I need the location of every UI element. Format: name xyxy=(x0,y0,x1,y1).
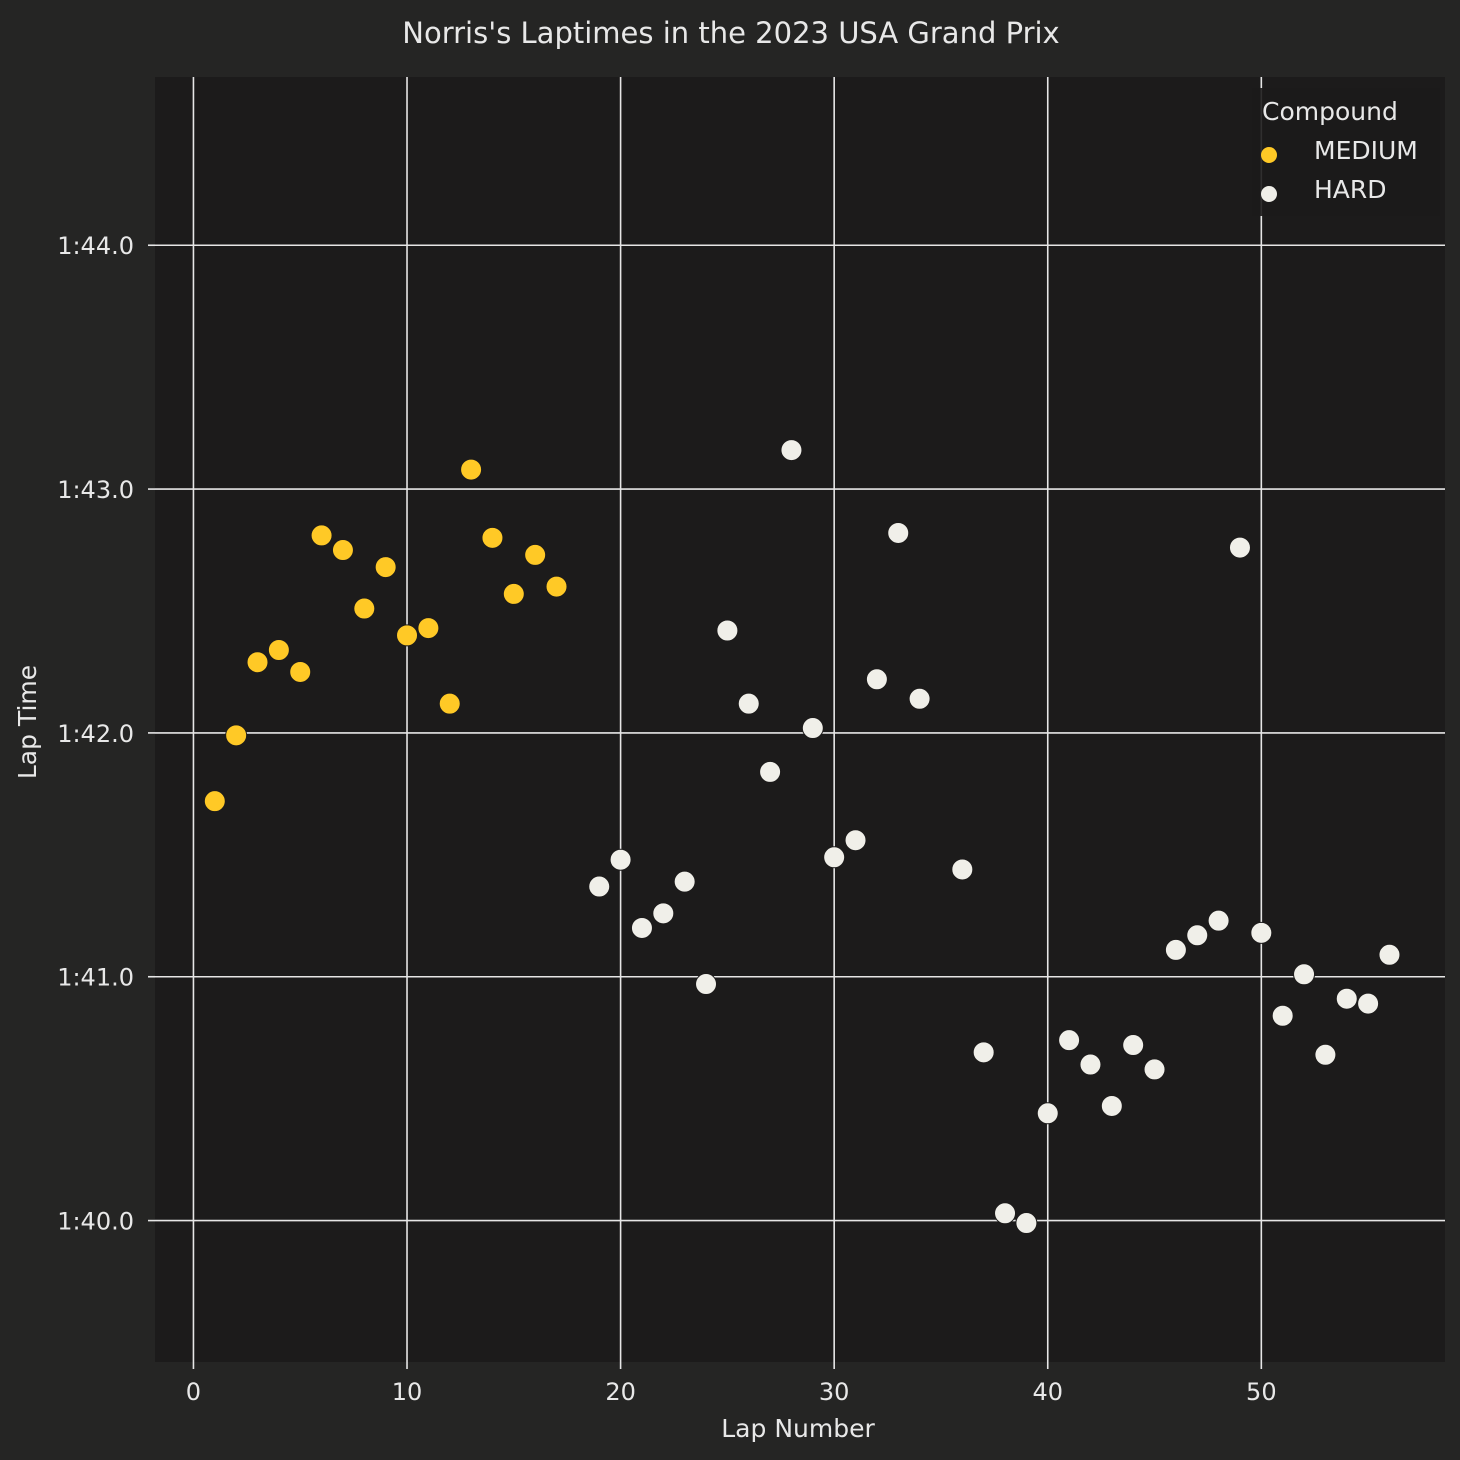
data-point-hard xyxy=(1186,924,1209,947)
data-point-medium xyxy=(502,582,525,605)
legend: Compound MEDIUM HARD xyxy=(1252,88,1440,216)
data-point-hard xyxy=(1079,1053,1102,1076)
x-axis-label: Lap Number xyxy=(721,1414,875,1443)
data-point-hard xyxy=(801,717,824,740)
data-point-hard xyxy=(951,858,974,881)
data-point-hard xyxy=(609,848,632,871)
data-point-medium xyxy=(374,556,397,579)
data-point-hard xyxy=(1036,1102,1059,1125)
data-point-medium xyxy=(524,543,547,566)
y-axis-label: Lap Time xyxy=(13,665,42,779)
data-point-hard xyxy=(673,870,696,893)
data-point-hard xyxy=(1015,1212,1038,1235)
data-point-hard xyxy=(844,829,867,852)
data-point-hard xyxy=(1100,1094,1123,1117)
data-point-hard xyxy=(588,875,611,898)
data-point-hard xyxy=(630,916,653,939)
grid-lines xyxy=(155,77,1445,1362)
data-point-hard xyxy=(1271,1004,1294,1027)
data-point-hard xyxy=(695,973,718,996)
data-point-hard xyxy=(652,902,675,925)
data-point-medium xyxy=(481,526,504,549)
data-point-hard xyxy=(1250,921,1273,944)
data-point-medium xyxy=(225,724,248,747)
y-tick-label: 1:41.0 xyxy=(57,964,134,992)
data-point-medium xyxy=(438,692,461,715)
x-tick-label: 0 xyxy=(186,1378,201,1406)
data-point-hard xyxy=(865,668,888,691)
legend-marker-hard xyxy=(1261,186,1277,202)
legend-title: Compound xyxy=(1262,97,1398,126)
axis-ticks: 0 10 20 30 40 50 1:40.0 1:41.0 1:42.0 1:43.0 1:44.… xyxy=(57,232,1276,1406)
data-point-hard xyxy=(887,521,910,544)
x-tick-label: 40 xyxy=(1032,1378,1063,1406)
data-point-hard xyxy=(716,619,739,642)
data-point-medium xyxy=(396,624,419,647)
data-point-hard xyxy=(1164,938,1187,961)
data-point-hard xyxy=(1228,536,1251,559)
data-point-hard xyxy=(780,439,803,462)
data-point-medium xyxy=(310,524,333,547)
data-point-hard xyxy=(1314,1043,1337,1066)
data-points xyxy=(203,439,1401,1235)
data-point-hard xyxy=(1293,963,1316,986)
data-point-hard xyxy=(1207,909,1230,932)
data-point-hard xyxy=(1335,987,1358,1010)
data-point-hard xyxy=(1058,1029,1081,1052)
data-point-hard xyxy=(759,760,782,783)
chart-title: Norris's Laptimes in the 2023 USA Grand … xyxy=(402,16,1059,50)
data-point-medium xyxy=(331,539,354,562)
data-point-hard xyxy=(994,1202,1017,1225)
data-point-medium xyxy=(203,790,226,813)
data-point-hard xyxy=(1378,943,1401,966)
data-point-medium xyxy=(289,660,312,683)
legend-label-hard: HARD xyxy=(1314,175,1387,204)
data-point-hard xyxy=(823,846,846,869)
x-tick-label: 10 xyxy=(392,1378,423,1406)
legend-marker-medium xyxy=(1261,147,1277,163)
data-point-hard xyxy=(908,687,931,710)
y-tick-label: 1:44.0 xyxy=(57,232,134,260)
data-point-medium xyxy=(246,651,269,674)
data-point-hard xyxy=(1122,1034,1145,1057)
data-point-medium xyxy=(460,458,483,481)
data-point-hard xyxy=(972,1041,995,1064)
data-point-medium xyxy=(267,639,290,662)
data-point-hard xyxy=(1143,1058,1166,1081)
data-point-medium xyxy=(353,597,376,620)
x-tick-label: 30 xyxy=(819,1378,850,1406)
x-tick-label: 20 xyxy=(605,1378,636,1406)
y-tick-label: 1:43.0 xyxy=(57,476,134,504)
data-point-medium xyxy=(545,575,568,598)
x-tick-label: 50 xyxy=(1246,1378,1277,1406)
data-point-medium xyxy=(417,617,440,640)
plot-area xyxy=(155,77,1445,1362)
y-tick-label: 1:40.0 xyxy=(57,1208,134,1236)
legend-box xyxy=(1252,88,1440,216)
y-tick-label: 1:42.0 xyxy=(57,720,134,748)
legend-label-medium: MEDIUM xyxy=(1314,136,1418,165)
data-point-hard xyxy=(737,692,760,715)
data-point-hard xyxy=(1357,992,1380,1015)
